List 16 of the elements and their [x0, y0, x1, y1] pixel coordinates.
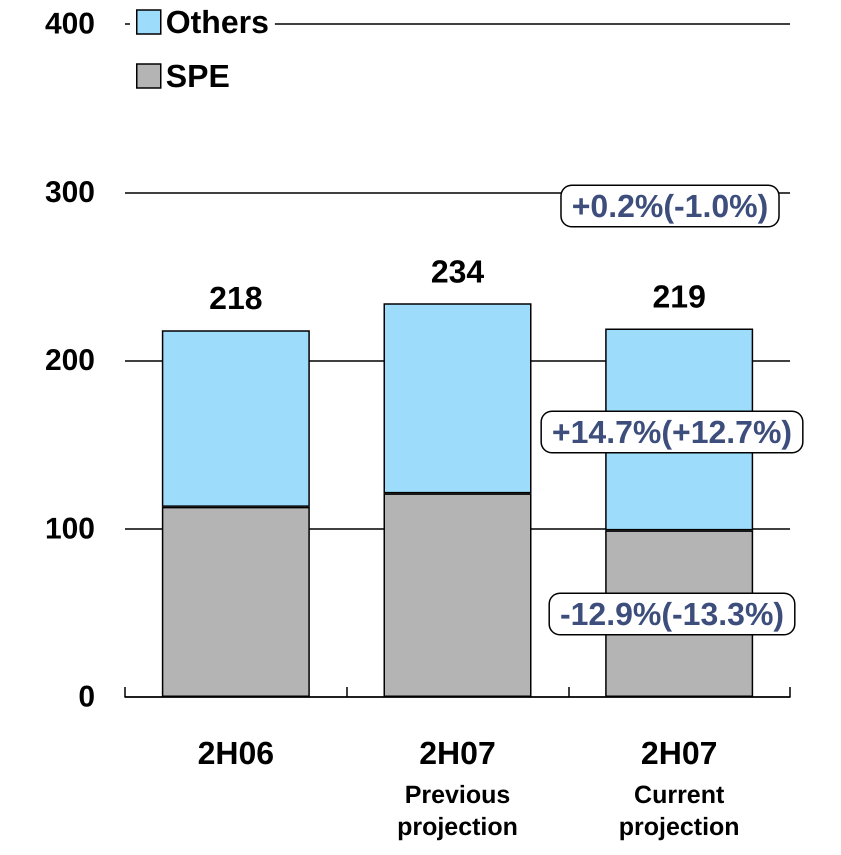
total-label: 218 [209, 280, 263, 316]
legend-label: SPE [166, 58, 230, 94]
total-label: 234 [430, 253, 484, 290]
legend-label: Others [166, 4, 269, 40]
x-tick-label: 2H07 Previous projection [397, 735, 518, 841]
annotation: -12.9%(-13.3%) [560, 596, 784, 632]
total-label: 219 [652, 278, 706, 315]
x-tick-label: 2H06 [198, 735, 274, 771]
y-tick-label: 200 [44, 344, 95, 377]
y-tick-label: 300 [44, 176, 95, 209]
y-tick-label: 100 [44, 512, 95, 546]
y-tick-label: 0 [78, 680, 95, 714]
y-tick-label: 400 [44, 8, 95, 40]
annotation: +14.7%(+12.7%) [552, 414, 792, 450]
x-tick-label: 2H07 Current projection [618, 735, 740, 841]
annotation: +0.2%(-1.0%) [572, 188, 768, 224]
